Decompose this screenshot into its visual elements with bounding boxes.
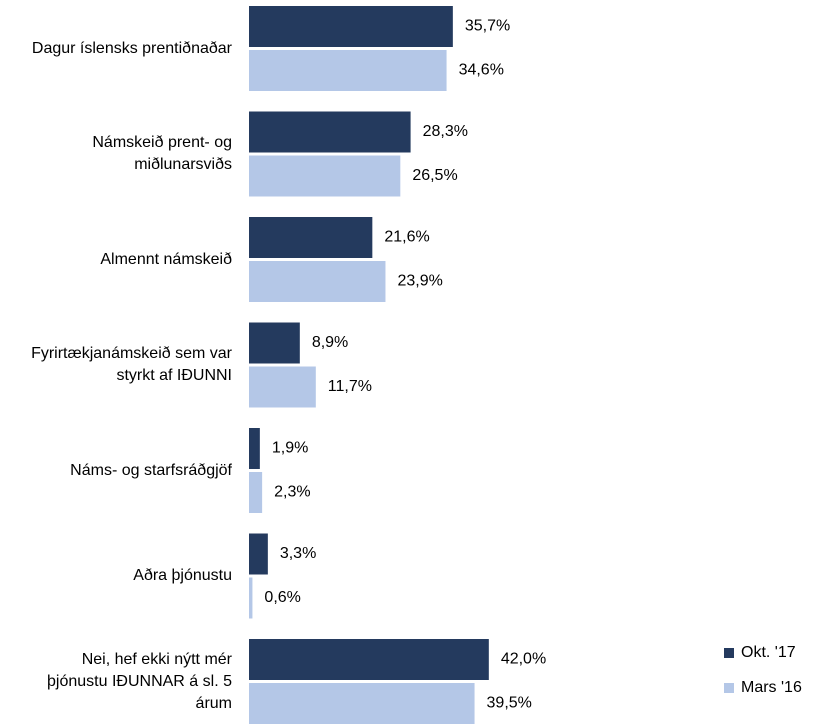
legend-swatch bbox=[724, 683, 734, 693]
bar bbox=[249, 639, 489, 680]
bar bbox=[249, 533, 268, 575]
category-label: Fyrirtækjanámskeið sem var styrkt af IÐU… bbox=[31, 345, 232, 384]
value-label: 39,5% bbox=[487, 695, 532, 712]
legend-label: Mars '16 bbox=[741, 679, 802, 696]
value-label: 2,3% bbox=[274, 484, 310, 501]
bar bbox=[249, 50, 447, 91]
value-label: 26,5% bbox=[412, 167, 457, 184]
bar bbox=[249, 366, 316, 408]
value-label: 28,3% bbox=[423, 123, 468, 140]
value-label: 34,6% bbox=[459, 62, 504, 79]
value-label: 0,6% bbox=[264, 589, 300, 606]
category-label: Nei, hef ekki nýtt mér þjónustu IÐUNNAR … bbox=[47, 650, 232, 712]
value-label: 42,0% bbox=[501, 651, 546, 668]
bar bbox=[249, 6, 453, 47]
bar bbox=[249, 155, 401, 197]
value-label: 35,7% bbox=[465, 18, 510, 35]
category-label: Dagur íslensks prentiðnaðar bbox=[31, 39, 232, 57]
bar bbox=[249, 261, 386, 302]
category-label: Aðra þjónustu bbox=[133, 567, 232, 584]
bar bbox=[249, 217, 373, 258]
legend-swatch bbox=[724, 648, 734, 658]
legend-label: Okt. '17 bbox=[741, 644, 796, 661]
category-label: Námskeið prent- og miðlunarsviðs bbox=[92, 134, 232, 173]
bar bbox=[249, 322, 300, 364]
value-label: 8,9% bbox=[312, 334, 348, 351]
value-label: 21,6% bbox=[384, 229, 429, 246]
value-label: 11,7% bbox=[328, 378, 372, 395]
value-label: 23,9% bbox=[397, 273, 442, 290]
bar bbox=[249, 683, 475, 724]
category-label: Náms- og starfsráðgjöf bbox=[70, 461, 232, 479]
value-label: 3,3% bbox=[280, 545, 316, 562]
bar bbox=[249, 577, 253, 619]
category-label: Almennt námskeið bbox=[100, 250, 232, 268]
bar bbox=[249, 428, 260, 469]
bar bbox=[249, 472, 263, 513]
bar bbox=[249, 111, 411, 153]
value-label: 1,9% bbox=[272, 440, 308, 457]
